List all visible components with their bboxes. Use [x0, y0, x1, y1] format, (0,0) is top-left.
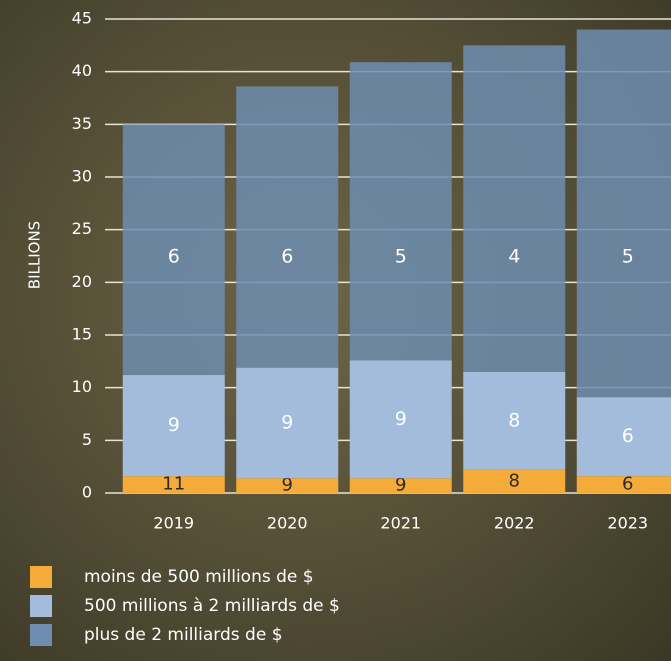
segment-label: 6: [168, 246, 180, 268]
bar-segment: [349, 478, 452, 493]
segment-label: 9: [168, 414, 180, 436]
segment-label: 9: [282, 475, 293, 496]
legend-label: plus de 2 milliards de $: [84, 625, 283, 645]
y-tick-label: 0: [82, 483, 92, 502]
x-tick-label: 2021: [380, 514, 421, 533]
legend-swatch: [30, 624, 52, 646]
y-tick-label: 5: [82, 430, 92, 449]
bar-segment: [236, 478, 339, 493]
segment-label: 9: [395, 475, 406, 496]
segment-label: 9: [281, 411, 293, 433]
bar-segment: [236, 367, 339, 479]
y-tick-label: 35: [72, 114, 92, 133]
y-tick-label: 30: [72, 167, 92, 186]
segment-label: 11: [162, 474, 185, 495]
y-tick-label: 40: [72, 61, 92, 80]
segment-label: 8: [508, 409, 520, 431]
bar-segment: [463, 45, 566, 372]
y-tick-label: 20: [72, 272, 92, 291]
bar-segment: [463, 371, 566, 470]
segment-label: 4: [508, 246, 520, 268]
segment-label: 6: [622, 474, 633, 495]
bar-segment: [576, 476, 671, 493]
segment-label: 8: [509, 470, 520, 491]
bar-segment: [576, 29, 671, 398]
bar-segment: [236, 86, 339, 368]
legend-label: moins de 500 millions de $: [84, 567, 314, 587]
bar-segment: [122, 375, 225, 477]
bar-segment: [463, 469, 566, 493]
y-axis-label: BILLIONS: [26, 221, 44, 289]
segment-label: 6: [622, 425, 634, 447]
x-tick-label: 2019: [153, 514, 194, 533]
x-tick-label: 2023: [607, 514, 648, 533]
legend-swatch: [30, 595, 52, 617]
y-tick-label: 25: [72, 219, 92, 238]
segment-label: 9: [395, 408, 407, 430]
segment-label: 5: [622, 246, 634, 268]
bar-segment: [349, 62, 452, 361]
y-tick-label: 45: [72, 9, 92, 28]
segment-label: 6: [281, 246, 293, 268]
x-tick-label: 2020: [267, 514, 308, 533]
y-tick-label: 15: [72, 325, 92, 344]
x-tick-label: 2022: [494, 514, 535, 533]
y-tick-label: 10: [72, 377, 92, 396]
bar-segment: [349, 360, 452, 479]
segment-label: 5: [395, 246, 407, 268]
bar-segment: [122, 124, 225, 376]
legend-label: 500 millions à 2 milliards de $: [84, 596, 340, 616]
legend-swatch: [30, 566, 52, 588]
bar-segment: [576, 397, 671, 477]
bar-segment: [122, 476, 225, 493]
